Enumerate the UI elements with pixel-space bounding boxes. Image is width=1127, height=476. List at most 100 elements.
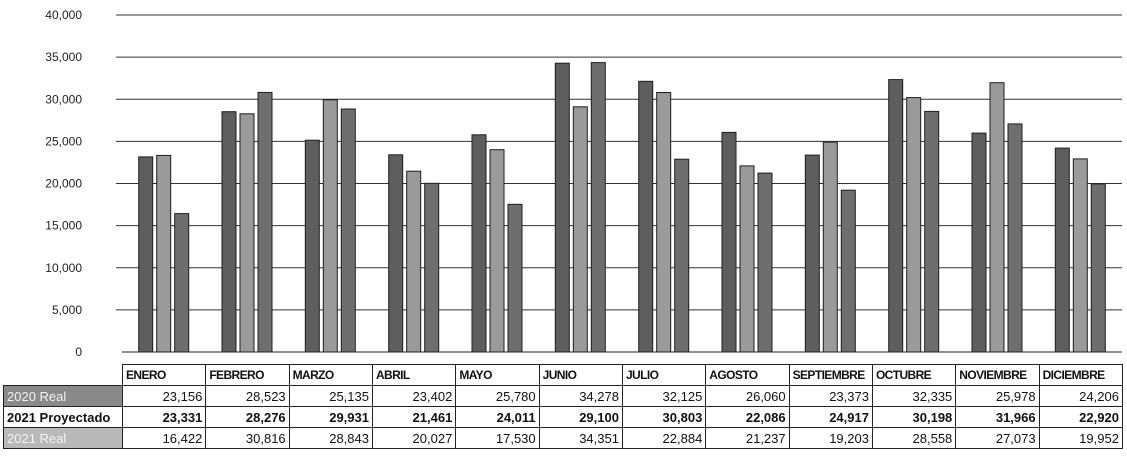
bar-2020-real-marzo (304, 139, 320, 353)
bars (122, 62, 1122, 353)
data-value: 22,086 (705, 406, 790, 428)
bar-2020-real-septiembre (804, 154, 820, 353)
table-row: 2021 Proyectado 23,331 28,276 29,931 21,461 2… (3, 406, 1123, 428)
data-value: 28,843 (288, 427, 373, 449)
bar-2021-real-marzo (340, 108, 356, 353)
data-value: 25,780 (455, 385, 540, 407)
bar-2020-real-octubre (888, 79, 904, 353)
data-value: 30,198 (871, 406, 957, 428)
data-value: 28,558 (871, 427, 957, 449)
bar-2020-real-abril (388, 154, 404, 353)
data-value: 19,952 (1038, 427, 1123, 449)
data-value: 23,373 (788, 385, 873, 407)
y-tick-label: 35,000 (45, 50, 82, 64)
bar-2021-proyectado-marzo (322, 99, 338, 353)
data-value: 28,276 (205, 406, 290, 428)
data-value: 30,803 (621, 406, 707, 428)
bar-2021-real-junio (590, 62, 606, 353)
table-header-row: ENERO FEBRERO MARZO ABRIL MAYO JUNIO JULIO AGOS… (3, 364, 1123, 386)
bar-2021-proyectado-junio (572, 106, 588, 353)
data-value: 24,917 (788, 406, 873, 428)
bar-2021-real-mayo (507, 203, 523, 353)
y-tick-label: 30,000 (45, 92, 82, 106)
category-label: OCTUBRE (871, 364, 957, 386)
bar-2021-real-enero (174, 213, 190, 353)
data-value: 25,135 (288, 385, 373, 407)
bar-2021-proyectado-abril (406, 170, 422, 353)
bar-2020-real-enero (138, 156, 154, 353)
bar-2021-real-septiembre (840, 189, 856, 353)
category-label: FEBRERO (205, 364, 290, 386)
data-value: 25,978 (955, 385, 1040, 407)
bar-2021-real-diciembre (1090, 183, 1106, 353)
bar-2021-real-noviembre (1007, 123, 1023, 353)
bar-2021-proyectado-febrero (239, 113, 255, 353)
data-value: 24,011 (455, 406, 540, 428)
bar-2021-real-febrero (257, 91, 273, 353)
data-table: ENERO FEBRERO MARZO ABRIL MAYO JUNIO JULIO AGOS… (3, 364, 1123, 449)
data-value: 19,203 (788, 427, 873, 449)
data-value: 23,331 (121, 406, 207, 428)
table-row: 2020 Real 23,156 28,523 25,135 23,402 25,780 3… (3, 385, 1123, 407)
data-value: 23,402 (371, 385, 457, 407)
data-value: 29,931 (288, 406, 373, 428)
y-tick-label: 25,000 (45, 134, 82, 148)
y-tick-label: 40,000 (45, 8, 82, 22)
data-value: 17,530 (455, 427, 540, 449)
category-label: AGOSTO (705, 364, 790, 386)
category-label: JUNIO (538, 364, 623, 386)
series-label: 2021 Proyectado (3, 406, 123, 428)
data-value: 22,884 (621, 427, 707, 449)
bar-2021-proyectado-mayo (489, 149, 505, 353)
bar-2021-real-agosto (757, 172, 773, 353)
data-value: 27,073 (955, 427, 1040, 449)
bar-2020-real-diciembre (1054, 147, 1070, 353)
table-corner-cell (3, 364, 123, 386)
data-value: 20,027 (371, 427, 457, 449)
data-value: 34,278 (538, 385, 623, 407)
data-value: 23,156 (121, 385, 207, 407)
bar-2020-real-noviembre (971, 132, 987, 353)
bar-2021-proyectado-octubre (906, 97, 922, 353)
data-value: 34,351 (538, 427, 623, 449)
data-value: 28,523 (205, 385, 290, 407)
category-label: ABRIL (371, 364, 457, 386)
y-tick-label: 15,000 (45, 219, 82, 233)
category-label: ENERO (121, 364, 207, 386)
data-value: 21,237 (705, 427, 790, 449)
category-label: DICIEMBRE (1038, 364, 1123, 386)
data-value: 30,816 (205, 427, 290, 449)
bar-2020-real-agosto (721, 131, 737, 353)
y-tick-label: 0 (75, 345, 82, 359)
bar-2020-real-mayo (471, 134, 487, 353)
data-value: 22,920 (1038, 406, 1123, 428)
gridlines (116, 14, 1122, 311)
data-value: 31,966 (955, 406, 1040, 428)
category-label: SEPTIEMBRE (788, 364, 873, 386)
bar-2021-real-julio (674, 158, 690, 353)
bar-2020-real-junio (554, 62, 570, 353)
category-label: JULIO (621, 364, 707, 386)
data-value: 24,206 (1038, 385, 1123, 407)
data-value: 29,100 (538, 406, 623, 428)
data-value: 21,461 (371, 406, 457, 428)
y-axis-tick-labels: 0 5,000 10,000 15,000 20,000 25,000 30,000 35,0… (45, 8, 82, 359)
y-tick-label: 5,000 (52, 303, 82, 317)
y-tick-label: 10,000 (45, 261, 82, 275)
data-value: 26,060 (705, 385, 790, 407)
series-label: 2021 Real (3, 427, 123, 449)
category-label: MAYO (455, 364, 540, 386)
bar-2021-proyectado-enero (156, 154, 172, 353)
bar-2020-real-febrero (221, 111, 237, 353)
series-label: 2020 Real (3, 385, 123, 407)
category-label: NOVIEMBRE (955, 364, 1040, 386)
data-value: 32,335 (871, 385, 957, 407)
table-row: 2021 Real 16,422 30,816 28,843 20,027 17,530 3… (3, 427, 1123, 449)
y-tick-label: 20,000 (45, 177, 82, 191)
bar-2021-proyectado-julio (656, 92, 672, 353)
data-value: 32,125 (621, 385, 707, 407)
bar-2021-proyectado-agosto (739, 165, 755, 353)
data-value: 16,422 (121, 427, 207, 449)
bar-2021-real-octubre (924, 110, 940, 353)
